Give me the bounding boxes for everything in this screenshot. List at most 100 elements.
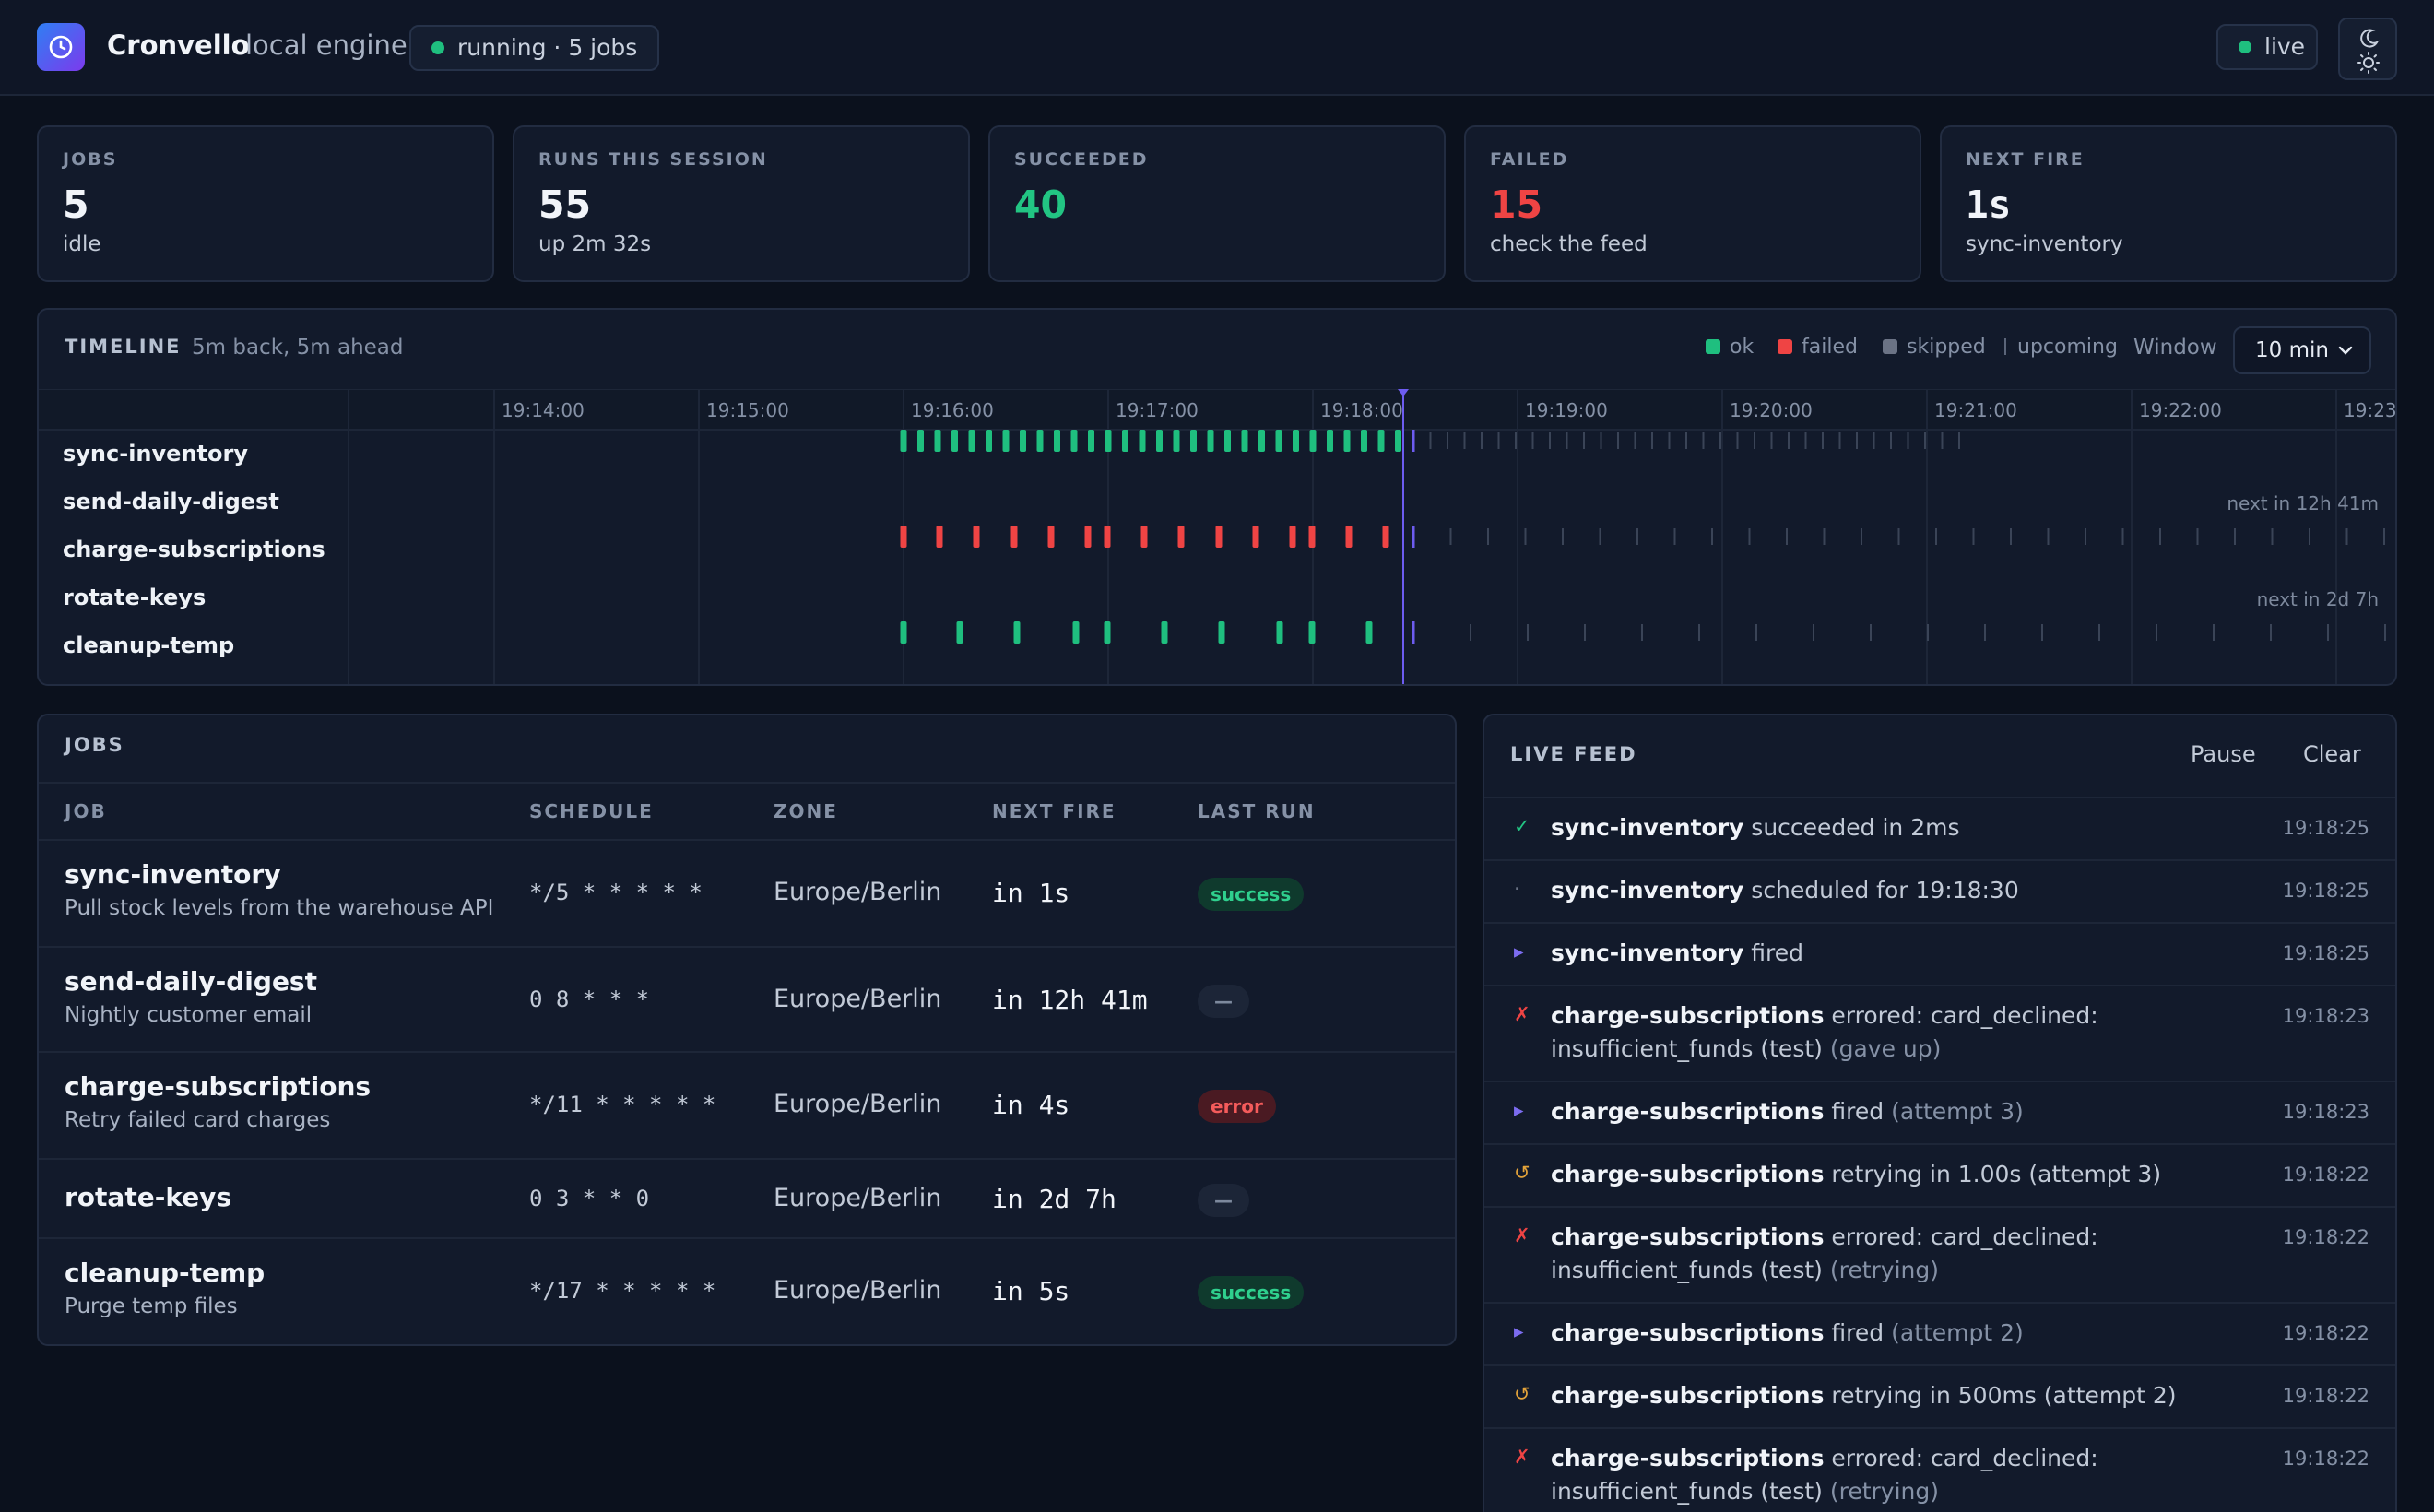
upcoming-mark xyxy=(1897,528,1900,545)
play-icon: ▸ xyxy=(1514,940,1524,963)
upcoming-mark xyxy=(1634,432,1636,449)
list-item[interactable]: ✓ sync-inventory succeeded in 2ms 19:18:25 xyxy=(1484,798,2395,861)
upcoming-mark xyxy=(1600,432,1602,449)
live-feed-panel: LIVE FEED Pause Clear ✓ sync-inventory su… xyxy=(1483,714,2397,1512)
list-item[interactable]: ▸ charge-subscriptions fired (attempt 2) 1… xyxy=(1484,1304,2395,1366)
upcoming-mark xyxy=(1685,432,1687,449)
upcoming-mark xyxy=(1636,528,1638,545)
table-row[interactable]: cleanup-temp Purge temp files */17 * * *… xyxy=(39,1239,1455,1344)
job-name: charge-subscriptions xyxy=(65,1071,372,1102)
list-item[interactable]: ▸ charge-subscriptions fired (attempt 3) 1… xyxy=(1484,1082,2395,1145)
upcoming-mark xyxy=(1736,432,1739,449)
run-mark xyxy=(1289,526,1296,548)
feed-timestamp: 19:18:25 xyxy=(2282,942,2369,964)
feed-timestamp: 19:18:23 xyxy=(2282,1005,2369,1027)
upcoming-mark xyxy=(1524,528,1527,545)
upcoming-mark xyxy=(1599,528,1601,545)
table-row[interactable]: rotate-keys 0 3 * * 0 Europe/Berlin in 2… xyxy=(39,1160,1455,1239)
table-row[interactable]: sync-inventory Pull stock levels from th… xyxy=(39,841,1455,948)
run-mark xyxy=(1088,430,1094,452)
stat-runs-this-session: RUNS THIS SESSION 55 up 2m 32s xyxy=(513,125,970,282)
list-item[interactable]: ✗ charge-subscriptions errored: card_decl… xyxy=(1484,1208,2395,1304)
theme-toggle-button[interactable] xyxy=(2338,18,2397,80)
upcoming-mark xyxy=(1823,528,1826,545)
run-mark xyxy=(1054,430,1060,452)
stat-next-fire: NEXT FIRE 1s sync-inventory xyxy=(1940,125,2397,282)
feed-message: sync-inventory succeeded in 2ms xyxy=(1551,811,2251,845)
pause-button[interactable]: Pause xyxy=(2191,741,2256,767)
feed-event-text: succeeded in 2ms xyxy=(1743,814,1960,841)
job-zone: Europe/Berlin xyxy=(774,878,942,906)
upcoming-mark xyxy=(2271,528,2274,545)
upcoming-mark xyxy=(1449,528,1452,545)
list-item[interactable]: ✗ charge-subscriptions errored: card_decl… xyxy=(1484,986,2395,1082)
list-item[interactable]: ▸ sync-inventory fired 19:18:25 xyxy=(1484,924,2395,986)
run-mark xyxy=(1104,621,1111,644)
run-mark xyxy=(986,430,992,452)
feed-event-text: fired xyxy=(1824,1319,1885,1346)
timeline-next-note: next in 2d 7h xyxy=(2256,588,2379,610)
job-schedule: */11 * * * * * xyxy=(529,1092,716,1117)
jobs-table-header: JOB SCHEDULE ZONE NEXT FIRE LAST RUN xyxy=(39,782,1455,841)
feed-list: ✓ sync-inventory succeeded in 2ms 19:18:25… xyxy=(1484,797,2395,1512)
cross-icon: ✗ xyxy=(1514,1003,1530,1025)
run-mark xyxy=(1036,430,1044,452)
timeline-row-label: send-daily-digest xyxy=(63,489,279,514)
feed-timestamp: 19:18:25 xyxy=(2282,880,2369,902)
upcoming-mark xyxy=(1788,432,1790,449)
timeline-tick-label: 19:19:00 xyxy=(1525,399,1608,421)
job-zone: Europe/Berlin xyxy=(774,1184,942,1212)
timeline-row-label: rotate-keys xyxy=(63,585,207,610)
run-mark xyxy=(1105,430,1112,452)
table-row[interactable]: send-daily-digest Nightly customer email… xyxy=(39,948,1455,1053)
feed-event-text: errored: card_declined: insufficient_fun… xyxy=(1551,1002,2098,1062)
moon-icon xyxy=(2360,29,2380,48)
feed-message: charge-subscriptions errored: card_decli… xyxy=(1551,1221,2251,1287)
list-item[interactable]: ↺ charge-subscriptions retrying in 1.00s … xyxy=(1484,1145,2395,1208)
sun-icon xyxy=(2357,52,2380,74)
upcoming-mark xyxy=(1984,624,1986,641)
upcoming-mark xyxy=(1770,432,1773,449)
jobs-panel: JOBS JOB SCHEDULE ZONE NEXT FIRE LAST RU… xyxy=(37,714,1457,1346)
run-mark xyxy=(1258,430,1265,452)
column-header-schedule: SCHEDULE xyxy=(529,800,654,822)
table-row[interactable]: charge-subscriptions Retry failed card c… xyxy=(39,1053,1455,1160)
upcoming-mark xyxy=(1429,432,1432,449)
feed-message: charge-subscriptions retrying in 500ms (… xyxy=(1551,1379,2251,1412)
run-mark xyxy=(1327,430,1333,452)
upcoming-mark xyxy=(2098,624,2100,641)
clear-button[interactable]: Clear xyxy=(2303,741,2361,767)
feed-event-text: errored: card_declined: insufficient_fun… xyxy=(1551,1445,2098,1505)
run-mark xyxy=(1013,621,1021,644)
upcoming-mark xyxy=(1907,432,1909,449)
live-indicator[interactable]: live xyxy=(2216,24,2318,70)
upcoming-mark xyxy=(1748,528,1751,545)
job-description: Purge temp files xyxy=(65,1294,238,1318)
timeline-tick-label: 19:15:00 xyxy=(706,399,789,421)
upcoming-mark xyxy=(1463,432,1466,449)
feed-timestamp: 19:18:25 xyxy=(2282,817,2369,839)
feed-job-name: charge-subscriptions xyxy=(1551,1319,1825,1346)
column-header-next-fire: NEXT FIRE xyxy=(992,800,1117,822)
list-item[interactable]: · sync-inventory scheduled for 19:18:30 19… xyxy=(1484,861,2395,924)
run-mark xyxy=(1207,430,1214,452)
run-mark xyxy=(1190,430,1197,452)
feed-job-name: charge-subscriptions xyxy=(1551,1161,1825,1187)
timeline-tick-label: 19:22:00 xyxy=(2139,399,2222,421)
run-mark xyxy=(1140,526,1148,548)
run-mark xyxy=(1224,430,1231,452)
window-select[interactable]: 10 min xyxy=(2233,326,2371,374)
upcoming-mark xyxy=(1873,432,1875,449)
upcoming-mark xyxy=(1786,528,1788,545)
list-item[interactable]: ↺ charge-subscriptions retrying in 500ms … xyxy=(1484,1366,2395,1429)
timeline-tick-label: 19:17:00 xyxy=(1116,399,1199,421)
upcoming-mark xyxy=(1838,432,1841,449)
run-mark xyxy=(1345,526,1353,548)
run-mark xyxy=(1218,621,1225,644)
list-item[interactable]: ✗ charge-subscriptions errored: card_decl… xyxy=(1484,1429,2395,1512)
upcoming-mark xyxy=(2041,624,2043,641)
window-label: Window xyxy=(2133,336,2217,360)
job-name: rotate-keys xyxy=(65,1182,232,1212)
timeline-tick-label: 19:14:00 xyxy=(502,399,585,421)
run-mark xyxy=(1070,430,1078,452)
